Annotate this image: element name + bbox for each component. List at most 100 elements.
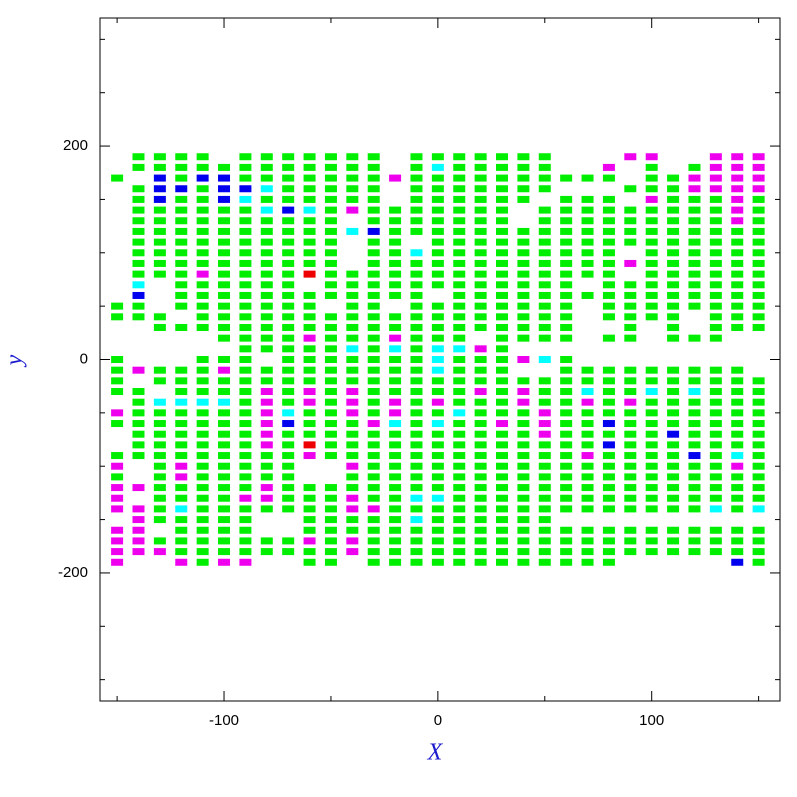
- cell: [239, 206, 252, 214]
- cell: [389, 270, 402, 278]
- cell: [132, 388, 145, 396]
- cell: [560, 494, 573, 502]
- cell: [303, 259, 316, 267]
- cell: [196, 494, 209, 502]
- cell: [175, 558, 188, 566]
- cell: [496, 302, 509, 310]
- cell: [153, 420, 166, 428]
- cell: [431, 174, 444, 182]
- cell: [752, 494, 765, 502]
- cell: [218, 227, 231, 235]
- cell: [496, 398, 509, 406]
- cell: [752, 153, 765, 161]
- cell: [303, 441, 316, 449]
- cell: [688, 430, 701, 438]
- cell: [367, 323, 380, 331]
- cell: [602, 281, 615, 289]
- cell: [645, 174, 658, 182]
- cell: [175, 537, 188, 545]
- cell: [303, 494, 316, 502]
- cell: [709, 462, 722, 470]
- cell: [389, 548, 402, 556]
- cell: [645, 377, 658, 385]
- cell: [538, 462, 551, 470]
- cell: [239, 398, 252, 406]
- cell: [517, 494, 530, 502]
- cell: [709, 185, 722, 193]
- cell: [624, 227, 637, 235]
- cell: [496, 195, 509, 203]
- cell: [752, 473, 765, 481]
- cell: [175, 366, 188, 374]
- cell: [346, 270, 359, 278]
- cell: [282, 537, 295, 545]
- cell: [367, 430, 380, 438]
- cell: [474, 185, 487, 193]
- cell: [324, 409, 337, 417]
- cell: [175, 153, 188, 161]
- cell: [239, 356, 252, 363]
- cell: [624, 452, 637, 460]
- cell: [410, 377, 423, 385]
- cell: [324, 452, 337, 460]
- cell: [324, 270, 337, 278]
- cell: [324, 334, 337, 342]
- cell: [260, 345, 273, 353]
- cell: [560, 388, 573, 396]
- cell: [196, 388, 209, 396]
- cell: [731, 302, 744, 310]
- cell: [303, 323, 316, 331]
- cell: [431, 441, 444, 449]
- cell: [346, 195, 359, 203]
- cell: [602, 537, 615, 545]
- cell: [688, 249, 701, 257]
- cell: [752, 238, 765, 246]
- cell: [239, 153, 252, 161]
- cell: [752, 217, 765, 225]
- cell: [496, 174, 509, 182]
- cell: [602, 441, 615, 449]
- cell: [453, 206, 466, 214]
- cell: [410, 334, 423, 342]
- cell: [346, 334, 359, 342]
- cell: [560, 430, 573, 438]
- cell: [538, 409, 551, 417]
- cell: [624, 420, 637, 428]
- cell: [111, 409, 124, 417]
- cell: [453, 238, 466, 246]
- cell: [645, 366, 658, 374]
- cell: [645, 291, 658, 299]
- cell: [153, 227, 166, 235]
- cell: [538, 313, 551, 321]
- cell: [175, 174, 188, 182]
- cell: [496, 281, 509, 289]
- cell: [346, 206, 359, 214]
- cell: [303, 430, 316, 438]
- cell: [538, 430, 551, 438]
- cell: [367, 505, 380, 513]
- cell: [410, 494, 423, 502]
- cell: [260, 420, 273, 428]
- cell: [667, 249, 680, 257]
- cell: [474, 366, 487, 374]
- cell: [239, 259, 252, 267]
- cell: [688, 227, 701, 235]
- cell: [346, 516, 359, 524]
- cell: [709, 526, 722, 534]
- cell: [731, 281, 744, 289]
- cell: [581, 462, 594, 470]
- y-axis-label: y: [2, 354, 28, 367]
- cell: [496, 163, 509, 171]
- cell: [560, 558, 573, 566]
- cell: [346, 548, 359, 556]
- cell: [346, 356, 359, 363]
- cell: [560, 452, 573, 460]
- cell: [431, 313, 444, 321]
- cell: [709, 420, 722, 428]
- cell: [602, 217, 615, 225]
- cell: [453, 163, 466, 171]
- cell: [581, 238, 594, 246]
- cell: [602, 270, 615, 278]
- cell: [517, 388, 530, 396]
